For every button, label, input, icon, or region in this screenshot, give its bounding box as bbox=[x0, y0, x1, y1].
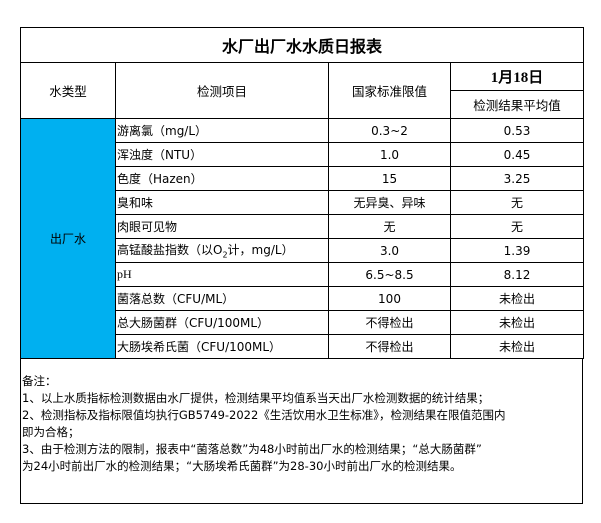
header-result: 检测结果平均值 bbox=[449, 90, 585, 119]
note-line: 3、由于检测方法的限制，报表中“菌落总数”为48小时前出厂水的检测结果；“总大肠… bbox=[22, 442, 482, 456]
result-cell: 未检出 bbox=[449, 334, 585, 359]
result-cell: 3.25 bbox=[449, 166, 585, 191]
item-cell: 大肠埃希氏菌（CFU/100ML） bbox=[115, 334, 329, 359]
limit-cell: 3.0 bbox=[328, 238, 451, 263]
result-cell: 1.39 bbox=[449, 238, 585, 263]
limit-cell: 无异臭、异味 bbox=[328, 190, 451, 215]
item-cell: 色度（Hazen） bbox=[115, 166, 329, 191]
table-row: 高锰酸盐指数（以O2计，mg/L） 3.0 1.39 bbox=[21, 238, 585, 263]
water-type-cell: 出厂水 bbox=[20, 118, 116, 359]
limit-cell: 15 bbox=[328, 166, 451, 191]
item-text: 计，mg/L） bbox=[227, 243, 294, 258]
result-cell: 无 bbox=[449, 214, 585, 239]
limit-cell: 100 bbox=[328, 286, 451, 311]
item-cell: 肉眼可见物 bbox=[115, 214, 329, 239]
note-line: 2、检测指标及指标限值均执行GB5749-2022《生活饮用水卫生标准》，检测结… bbox=[22, 408, 506, 422]
item-text: 高锰酸盐指数（以O bbox=[117, 243, 223, 258]
header-water-type: 水类型 bbox=[20, 62, 116, 119]
note-line: 为24小时前出厂水的检测结果；“大肠埃希氏菌群”为28-30小时前出厂水的检测结… bbox=[22, 459, 462, 473]
notes-heading: 备注： bbox=[22, 374, 57, 388]
result-cell: 8.12 bbox=[449, 262, 585, 287]
table-row: 菌落总数（CFU/ML） 100 未检出 bbox=[21, 286, 585, 311]
table-row: 色度（Hazen） 15 3.25 bbox=[21, 166, 585, 191]
table-row: 出厂水 游离氯（mg/L） 0.3~2 0.53 bbox=[20, 118, 585, 359]
item-cell: 浑浊度（NTU） bbox=[115, 142, 329, 167]
report-title: 水厂出厂水水质日报表 bbox=[19, 27, 585, 63]
result-cell: 0.53 bbox=[449, 118, 585, 143]
table-row: 臭和味 无异臭、异味 无 bbox=[21, 190, 585, 215]
limit-cell: 不得检出 bbox=[328, 334, 451, 359]
notes-section: 备注： 1、以上水质指标检测数据由水厂提供，检测结果平均值系当天出厂水检测数据的… bbox=[20, 359, 583, 504]
item-cell: 菌落总数（CFU/ML） bbox=[115, 286, 329, 311]
item-cell: 总大肠菌群（CFU/100ML） bbox=[115, 310, 329, 335]
header-item: 检测项目 bbox=[115, 62, 329, 119]
limit-cell: 1.0 bbox=[328, 142, 451, 167]
limit-cell: 6.5~8.5 bbox=[328, 262, 451, 287]
item-cell: pH bbox=[115, 262, 329, 287]
header-date: 1月18日 bbox=[449, 62, 585, 91]
result-cell: 无 bbox=[449, 190, 585, 215]
item-cell: 游离氯（mg/L） bbox=[115, 118, 329, 143]
limit-cell: 无 bbox=[328, 214, 451, 239]
limit-cell: 0.3~2 bbox=[328, 118, 451, 143]
table-row: pH 6.5~8.5 8.12 bbox=[21, 262, 585, 287]
note-line: 即为合格； bbox=[22, 425, 80, 439]
table-row: 浑浊度（NTU） 1.0 0.45 bbox=[21, 142, 585, 167]
result-cell: 未检出 bbox=[449, 310, 585, 335]
table-row: 肉眼可见物 无 无 bbox=[21, 214, 585, 239]
limit-cell: 不得检出 bbox=[328, 310, 451, 335]
header-limit: 国家标准限值 bbox=[328, 62, 451, 119]
water-quality-report: 水厂出厂水水质日报表 水类型 检测项目 国家标准限值 1月18日 检测结果平均值… bbox=[19, 27, 585, 504]
report-table: 水厂出厂水水质日报表 水类型 检测项目 国家标准限值 1月18日 检测结果平均值… bbox=[19, 27, 585, 359]
item-cell: 高锰酸盐指数（以O2计，mg/L） bbox=[115, 238, 329, 263]
note-line: 1、以上水质指标检测数据由水厂提供，检测结果平均值系当天出厂水检测数据的统计结果… bbox=[22, 391, 490, 405]
item-cell: 臭和味 bbox=[115, 190, 329, 215]
table-row: 大肠埃希氏菌（CFU/100ML） 不得检出 未检出 bbox=[21, 334, 585, 359]
item-subscript: 2 bbox=[222, 250, 228, 260]
result-cell: 未检出 bbox=[449, 286, 585, 311]
result-cell: 0.45 bbox=[449, 142, 585, 167]
